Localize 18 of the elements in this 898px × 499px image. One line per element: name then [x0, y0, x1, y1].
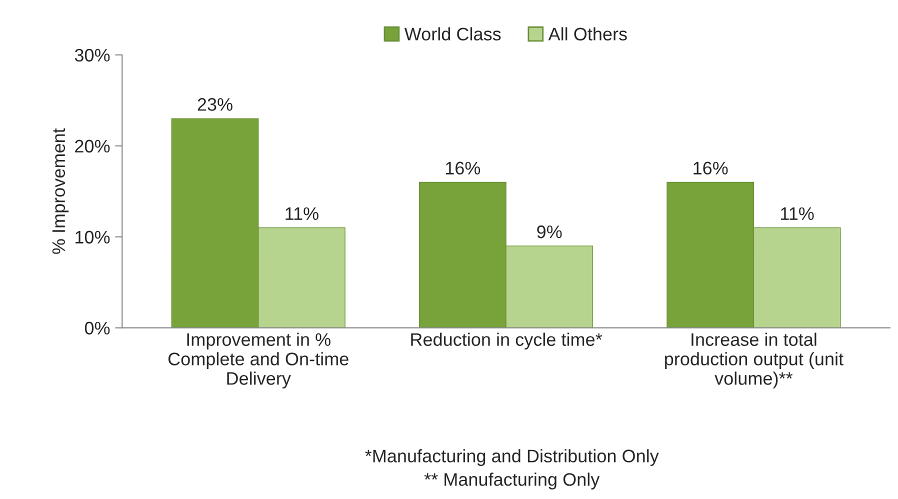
y-tick-label: 20% [75, 140, 110, 153]
data-label: 11% [286, 207, 318, 220]
data-label: 16% [694, 162, 728, 175]
x-tick-label: Improvement in % Complete and On-time Delivery [168, 332, 348, 388]
legend-label: World Class [404, 27, 501, 40]
x-tick-label: Increase in total production output (unit volume)** [665, 332, 844, 388]
text: *Manufacturing and Distribution Only [365, 449, 659, 466]
y-tick-label: 30% [74, 48, 110, 62]
y-tick-label: 10% [76, 230, 110, 244]
y-axis-title: % Improvement [52, 128, 69, 254]
data-label: 16% [446, 162, 480, 175]
x-tick-label: Reduction in cycle time* [411, 332, 602, 350]
data-label: 23% [198, 98, 232, 111]
data-label: 9% [537, 225, 562, 238]
y-tick-label: 0% [84, 322, 110, 335]
data-label: 11% [781, 207, 814, 220]
text: ** Manufacturing Only [424, 472, 600, 490]
legend-label: All Others [548, 27, 627, 40]
